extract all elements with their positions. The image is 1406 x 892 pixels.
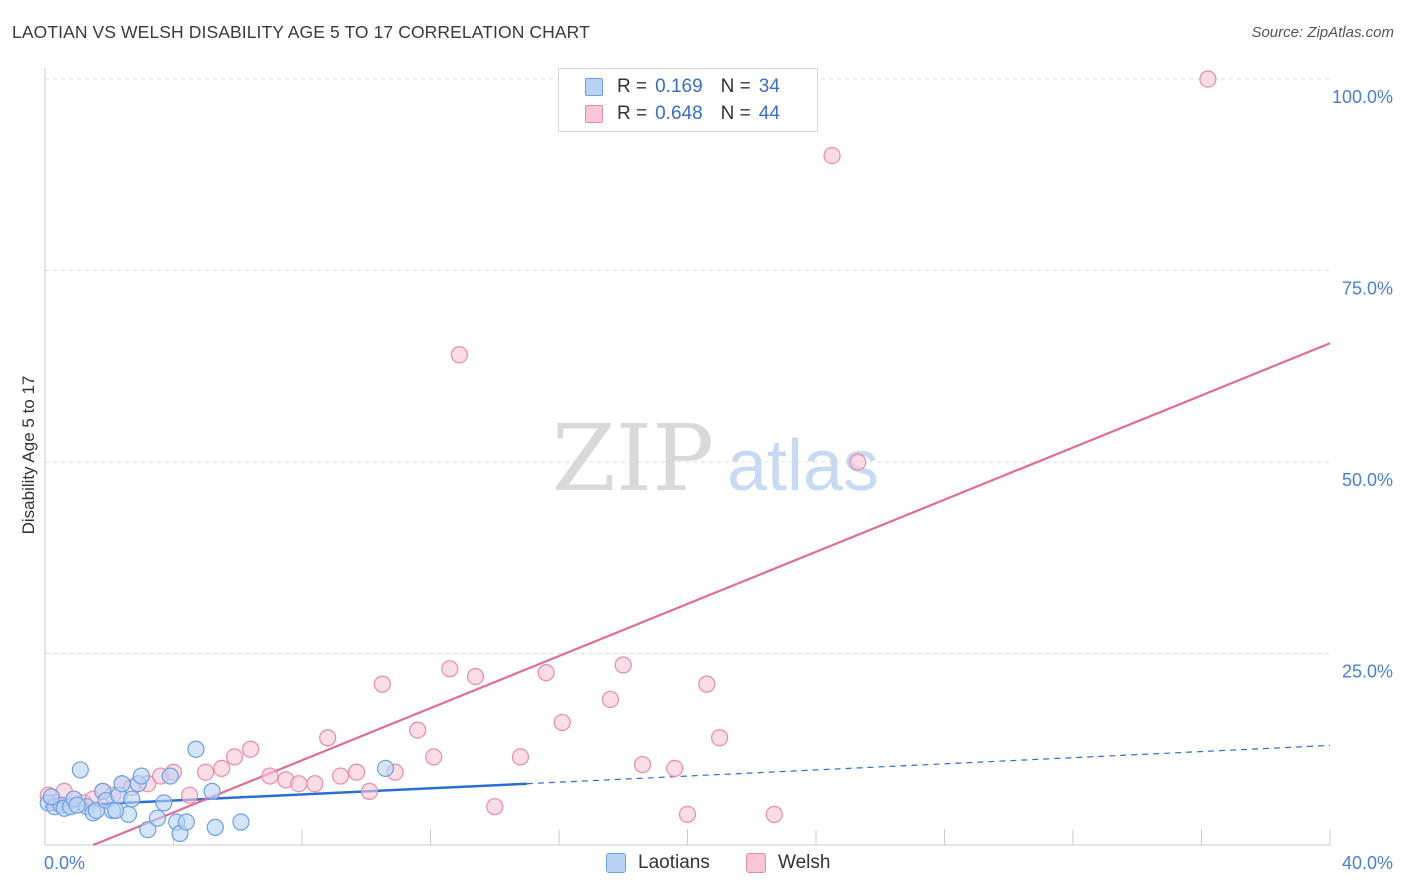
welsh-point: [466, 667, 485, 686]
laotians-point: [155, 794, 173, 812]
x-tick-label: 0.0%: [44, 853, 85, 873]
laotians-r-label: R =: [617, 76, 648, 97]
laotians-point: [232, 813, 250, 831]
welsh-swatch: [585, 105, 603, 123]
welsh-point: [331, 767, 350, 785]
series-legend: Laotians Welsh: [0, 852, 1406, 878]
welsh-point: [678, 805, 697, 823]
welsh-point: [823, 147, 841, 165]
laotians-n-value: 34: [758, 76, 780, 97]
laotians-swatch: [585, 78, 603, 96]
laotians-legend-label: Laotians: [638, 852, 710, 873]
welsh-point: [180, 786, 199, 804]
welsh-point: [633, 755, 652, 774]
stats-legend: R = 0.169 N = 34 R = 0.648 N = 44: [558, 68, 818, 132]
laotians-point: [376, 759, 395, 778]
welsh-point: [360, 782, 379, 800]
laotians-legend-swatch: [606, 853, 626, 873]
legend-row-welsh: R = 0.648 N = 44: [585, 102, 780, 126]
laotians-point: [139, 821, 157, 839]
laotians-point: [187, 740, 205, 758]
welsh-trend-line: [92, 342, 1331, 847]
welsh-point: [373, 675, 391, 693]
watermark-zip: ZIP: [552, 405, 714, 512]
legend-item-laotians[interactable]: Laotians: [606, 852, 710, 874]
welsh-point: [306, 775, 324, 793]
welsh-point: [765, 805, 783, 823]
source-label: Source: ZipAtlas.com: [1251, 24, 1394, 41]
chart-title: LAOTIAN VS WELSH DISABILITY AGE 5 TO 17 …: [12, 22, 590, 42]
data-points: [39, 70, 1217, 843]
laotians-point: [68, 796, 86, 814]
laotians-point: [161, 767, 179, 785]
laotians-point: [42, 788, 61, 806]
laotians-trend-extension: [526, 744, 1331, 785]
welsh-point: [213, 759, 231, 778]
welsh-r-label: R =: [617, 103, 648, 124]
welsh-r-value: 0.648: [655, 103, 703, 124]
laotians-point: [132, 767, 150, 785]
welsh-point: [290, 775, 308, 793]
welsh-point: [486, 798, 504, 816]
tick-labels: 25.0% 50.0% 75.0% 100.0% 0.0% 40.0%: [44, 87, 1393, 873]
legend-item-welsh[interactable]: Welsh: [746, 852, 830, 874]
welsh-point: [319, 729, 337, 747]
welsh-point: [553, 713, 571, 732]
laotians-point: [71, 761, 89, 779]
welsh-point: [348, 763, 366, 781]
welsh-point: [1199, 70, 1217, 88]
welsh-point: [849, 453, 867, 471]
laotians-point: [177, 813, 195, 831]
welsh-point: [261, 767, 279, 785]
welsh-point: [711, 729, 729, 747]
welsh-point: [225, 748, 244, 766]
y-tick-label: 100.0%: [1332, 87, 1393, 107]
laotians-point: [123, 790, 141, 808]
laotians-point: [113, 775, 131, 793]
y-tick-label: 25.0%: [1342, 662, 1393, 682]
welsh-point: [441, 660, 459, 678]
laotians-point: [107, 801, 125, 820]
welsh-point: [409, 721, 427, 739]
y-axis-title: Disability Age 5 to 17: [19, 376, 38, 535]
welsh-point: [425, 748, 443, 766]
laotians-n-label: N =: [720, 76, 751, 97]
laotians-point: [148, 809, 167, 827]
welsh-point: [537, 664, 555, 682]
laotians-r-value: 0.169: [655, 76, 703, 97]
x-tick-label: 40.0%: [1342, 853, 1393, 873]
welsh-point: [666, 759, 684, 778]
welsh-point: [698, 675, 716, 693]
laotians-point: [206, 818, 224, 836]
welsh-point: [614, 656, 632, 674]
axes: [44, 68, 1331, 846]
y-tick-label: 75.0%: [1342, 279, 1393, 299]
y-tick-label: 50.0%: [1342, 470, 1393, 490]
welsh-legend-label: Welsh: [778, 852, 831, 873]
welsh-point: [601, 690, 620, 709]
welsh-legend-swatch: [746, 853, 766, 873]
legend-row-laotians: R = 0.169 N = 34: [585, 75, 780, 99]
welsh-n-value: 44: [758, 103, 780, 124]
welsh-n-label: N =: [720, 103, 751, 124]
welsh-point: [511, 748, 530, 766]
laotians-point: [203, 782, 221, 800]
watermark: ZIP atlas: [552, 405, 879, 512]
welsh-point: [242, 740, 260, 758]
gridlines: [45, 78, 1330, 654]
welsh-point: [197, 763, 215, 781]
welsh-point: [450, 346, 469, 364]
